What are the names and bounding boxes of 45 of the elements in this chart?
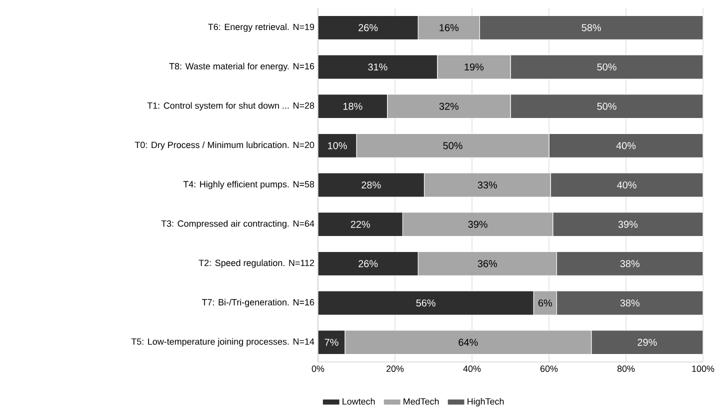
data-label: 10% xyxy=(328,142,347,150)
data-label: 26% xyxy=(358,24,378,32)
data-label: 39% xyxy=(468,220,488,228)
data-label: 36% xyxy=(478,260,498,268)
y-tick-label: T1: Control system for shut down ... N=28 xyxy=(147,102,314,111)
x-tick-label: 80% xyxy=(617,366,635,372)
y-tick-label: T8: Waste material for energy. N=16 xyxy=(169,62,314,72)
data-label: 32% xyxy=(439,102,459,110)
data-label: 50% xyxy=(597,63,616,71)
data-label: 7% xyxy=(324,338,338,346)
y-tick-label: T6: Energy retrieval. N=19 xyxy=(208,23,314,32)
data-label: 33% xyxy=(478,181,498,189)
y-tick-label: T4: Highly efficient pumps. N=58 xyxy=(183,180,314,190)
data-label: 26% xyxy=(358,260,378,268)
y-tick-label: T5: Low-temperature joining processes. N=14 xyxy=(131,338,314,347)
x-tick-label: 60% xyxy=(540,366,558,372)
data-label: 29% xyxy=(638,338,657,346)
data-label: 38% xyxy=(620,260,640,268)
data-label: 6% xyxy=(538,299,552,307)
data-label: 18% xyxy=(343,102,362,110)
data-label: 38% xyxy=(620,299,640,307)
data-label: 40% xyxy=(617,181,636,189)
legend-label: MedTech xyxy=(404,398,439,405)
data-label: 28% xyxy=(362,181,381,189)
x-tick-label: 0% xyxy=(312,366,324,372)
y-tick-label: T3: Compressed air contracting. N=64 xyxy=(161,220,314,229)
data-label: 16% xyxy=(440,24,459,32)
y-tick-label: T2: Speed regulation. N=112 xyxy=(198,259,314,268)
data-label: 31% xyxy=(368,63,388,71)
data-label: 58% xyxy=(582,24,601,32)
data-label: 50% xyxy=(443,142,462,150)
y-tick-label: T7: Bi-/Tri-generation. N=16 xyxy=(202,298,314,308)
data-label: 19% xyxy=(464,63,484,71)
data-label: 40% xyxy=(616,142,636,150)
data-label: 56% xyxy=(416,299,436,307)
legend-label: HighTech xyxy=(468,398,504,406)
legend-label: Lowtech xyxy=(342,398,375,405)
data-label: 64% xyxy=(458,338,478,346)
x-tick-label: 40% xyxy=(463,366,481,372)
y-tick-label: T0: Dry Process / Minimum lubrication. N=20 xyxy=(134,141,314,150)
data-label: 39% xyxy=(618,220,638,228)
data-label: 50% xyxy=(597,102,616,110)
x-tick-label: 20% xyxy=(386,366,404,372)
x-tick-label: 100% xyxy=(692,366,714,372)
data-label: 22% xyxy=(350,220,370,228)
